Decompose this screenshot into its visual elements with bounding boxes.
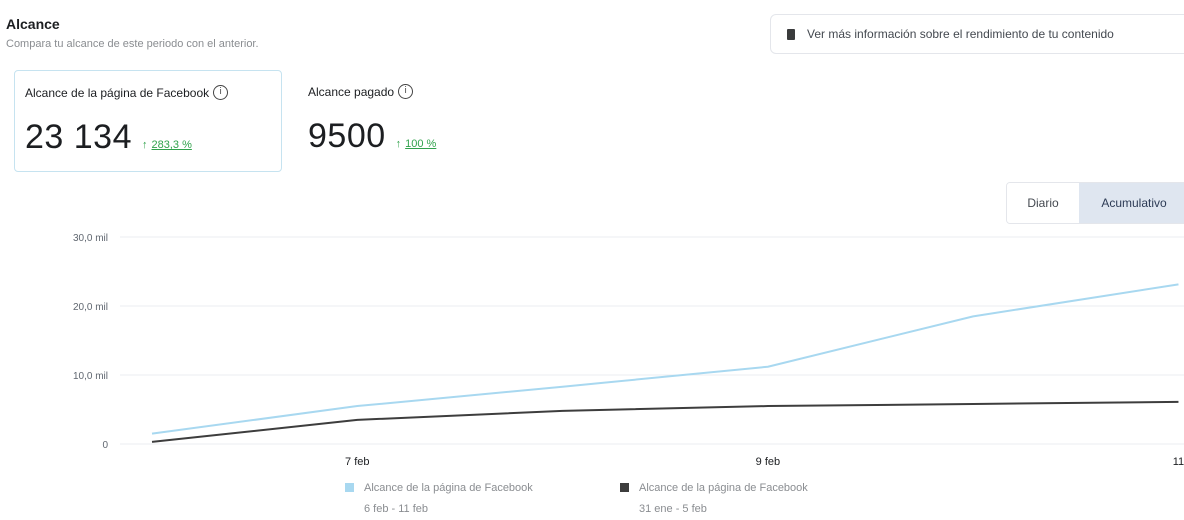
metric-change-value: 283,3 %	[151, 139, 192, 151]
legend-current: Alcance de la página de Facebook 6 feb -…	[345, 482, 533, 515]
section-title: Alcance	[6, 16, 60, 32]
more-info-label: Ver más información sobre el rendimiento…	[807, 27, 1114, 41]
section-subtitle: Compara tu alcance de este periodo con e…	[6, 38, 259, 50]
metric-value: 23 134	[25, 118, 132, 156]
metric-card-page-reach[interactable]: Alcance de la página de Facebook i 23 13…	[14, 70, 282, 172]
info-icon[interactable]: i	[398, 84, 414, 99]
metric-value: 9500	[308, 117, 386, 155]
metric-change: ↑ 100 %	[396, 138, 437, 150]
arrow-up-icon: ↑	[395, 138, 402, 150]
metric-change-value: 100 %	[405, 138, 437, 150]
y-tick-label: 20,0 mil	[73, 302, 108, 313]
metric-label: Alcance de la página de Facebook	[25, 85, 210, 100]
legend-range-current: 6 feb - 11 feb	[364, 503, 429, 515]
legend-label-previous: Alcance de la página de Facebook	[639, 482, 808, 494]
metric-card-paid-reach[interactable]: Alcance pagado i 9500 ↑ 100 %	[298, 70, 528, 172]
arrow-up-icon: ↑	[142, 139, 148, 151]
series-line-previous	[151, 400, 1179, 443]
legend-swatch-previous	[620, 483, 629, 492]
legend-range-previous: 31 ene - 5 feb	[639, 503, 707, 515]
x-tick-label: 9 feb	[756, 456, 780, 468]
x-tick-label: 11	[1173, 456, 1184, 468]
legend-label-current: Alcance de la página de Facebook	[364, 482, 533, 494]
metric-label: Alcance pagado	[308, 84, 395, 99]
y-tick-label: 0	[102, 440, 108, 451]
x-tick-label: 7 feb	[345, 456, 369, 468]
legend-previous: Alcance de la página de Facebook 31 ene …	[620, 482, 808, 515]
toggle-cumulative[interactable]: Acumulativo	[1079, 183, 1184, 223]
document-icon	[787, 28, 795, 40]
more-info-button[interactable]: Ver más información sobre el rendimiento…	[770, 14, 1184, 54]
info-icon[interactable]: i	[213, 85, 229, 100]
reach-line-chart: 0 10,0 mil 20,0 mil 30,0 mil 7 feb 9 feb 11	[73, 233, 1184, 468]
toggle-daily[interactable]: Diario	[1007, 183, 1079, 223]
y-tick-label: 30,0 mil	[73, 233, 108, 244]
series-line-current	[151, 283, 1179, 435]
legend-swatch-current	[345, 483, 354, 492]
y-tick-label: 10,0 mil	[73, 371, 108, 382]
view-toggle: Diario Acumulativo	[1006, 182, 1184, 224]
metric-change: ↑ 283,3 %	[142, 139, 192, 151]
